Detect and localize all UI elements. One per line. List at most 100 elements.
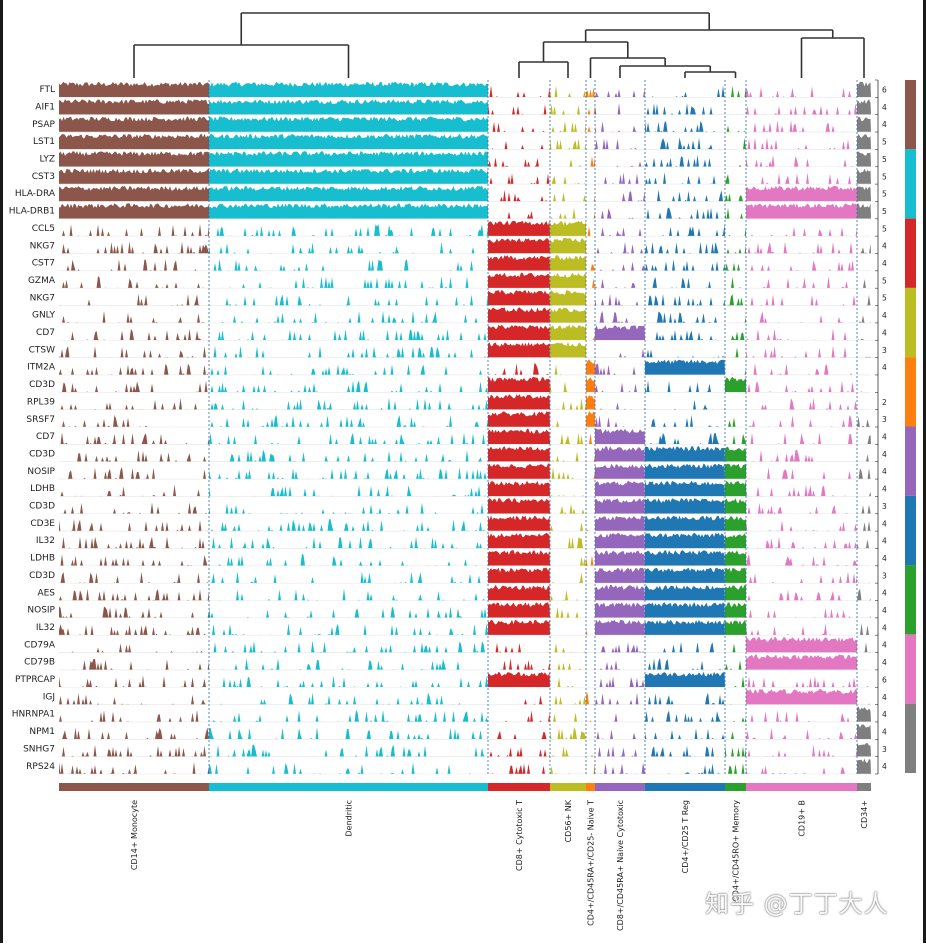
track-area — [586, 226, 595, 236]
track-area — [645, 658, 725, 670]
track-area — [746, 311, 857, 323]
track-area — [746, 155, 857, 167]
track-area — [550, 138, 586, 150]
track-area — [725, 86, 746, 98]
track-area — [645, 400, 725, 410]
track-area — [550, 380, 586, 392]
track-area — [645, 155, 725, 167]
track-area — [645, 746, 725, 757]
gene-label: CTSW — [29, 345, 55, 355]
group-label: Dendritic — [345, 800, 354, 837]
group-bar-segment — [550, 783, 586, 791]
gene-label: NPM1 — [29, 727, 55, 737]
track-area — [595, 763, 645, 774]
track-area — [209, 745, 488, 757]
track-area — [488, 221, 550, 237]
track-area — [725, 745, 746, 757]
track-area — [857, 505, 871, 514]
track-area — [209, 134, 488, 150]
group-label: CD19+ B — [798, 800, 807, 837]
track-area — [857, 589, 871, 601]
track-area — [645, 433, 725, 445]
track-area — [645, 481, 725, 497]
track-area — [209, 203, 488, 219]
track-area — [550, 325, 586, 341]
track-area — [746, 728, 857, 740]
group-bar-segment — [746, 783, 857, 791]
track-area — [595, 325, 645, 340]
track-area — [488, 238, 550, 253]
gene-label: CD3D — [29, 571, 55, 581]
track-max-label: 4 — [882, 363, 887, 372]
track-area — [725, 369, 746, 375]
track-max-label: 3 — [882, 502, 887, 511]
track-max-label: 4 — [882, 120, 887, 129]
track-area — [645, 620, 725, 636]
track-area — [488, 464, 550, 480]
track-area — [488, 394, 550, 410]
track-area — [550, 255, 586, 271]
track-area — [586, 197, 595, 201]
track-area — [857, 455, 871, 462]
group-bar-segment — [488, 783, 550, 791]
track-area — [59, 169, 209, 185]
track-area — [59, 294, 209, 306]
track-area — [488, 620, 550, 636]
track-area — [550, 556, 586, 565]
track-area — [59, 398, 209, 410]
track-area — [209, 693, 488, 705]
track-area — [595, 191, 645, 201]
track-area — [59, 99, 209, 115]
track-max-label: 4 — [882, 623, 887, 632]
track-area — [550, 504, 586, 514]
track-area — [857, 295, 871, 306]
track-area — [857, 643, 871, 653]
track-area — [59, 450, 209, 462]
track-area — [857, 134, 871, 150]
track-max-label: 5 — [882, 207, 887, 216]
track-area — [59, 432, 209, 444]
track-area — [59, 276, 209, 288]
track-area — [857, 759, 871, 775]
track-area — [595, 294, 645, 306]
track-area — [645, 120, 725, 132]
track-area — [645, 550, 725, 566]
gene-label: PSAP — [32, 120, 55, 130]
track-area — [59, 467, 209, 479]
track-area — [746, 173, 857, 184]
track-area — [488, 190, 550, 202]
track-area — [586, 88, 595, 98]
track-area — [59, 519, 209, 531]
gene-label: AES — [37, 588, 55, 598]
track-area — [595, 550, 645, 566]
track-area — [595, 481, 645, 497]
track-area — [209, 186, 488, 202]
gene-label: CD79B — [24, 658, 55, 668]
track-area — [586, 278, 595, 288]
track-area — [725, 245, 746, 253]
track-area — [857, 706, 871, 722]
track-area — [59, 554, 209, 566]
track-max-label: 4 — [882, 762, 887, 771]
track-max-label: 4 — [882, 554, 887, 563]
track-area — [59, 624, 209, 635]
track-area — [488, 696, 550, 705]
track-area — [59, 151, 209, 167]
gene-label: IL32 — [36, 536, 55, 546]
track-area — [550, 159, 586, 167]
gene-label: LDHB — [30, 484, 55, 494]
gene-label: CD3D — [29, 502, 55, 512]
track-area — [645, 498, 725, 514]
track-area — [595, 121, 645, 132]
track-max-label: 5 — [882, 294, 887, 303]
track-area — [209, 467, 488, 479]
track-area — [488, 325, 550, 341]
track-area — [725, 676, 746, 687]
track-area — [645, 642, 725, 653]
track-max-label: 4 — [882, 311, 887, 320]
track-max-label: 4 — [882, 537, 887, 546]
watermark-text: 知乎 @丁丁大人 — [705, 884, 889, 919]
track-area — [857, 623, 871, 635]
track-area — [209, 329, 488, 340]
track-area — [746, 432, 857, 444]
